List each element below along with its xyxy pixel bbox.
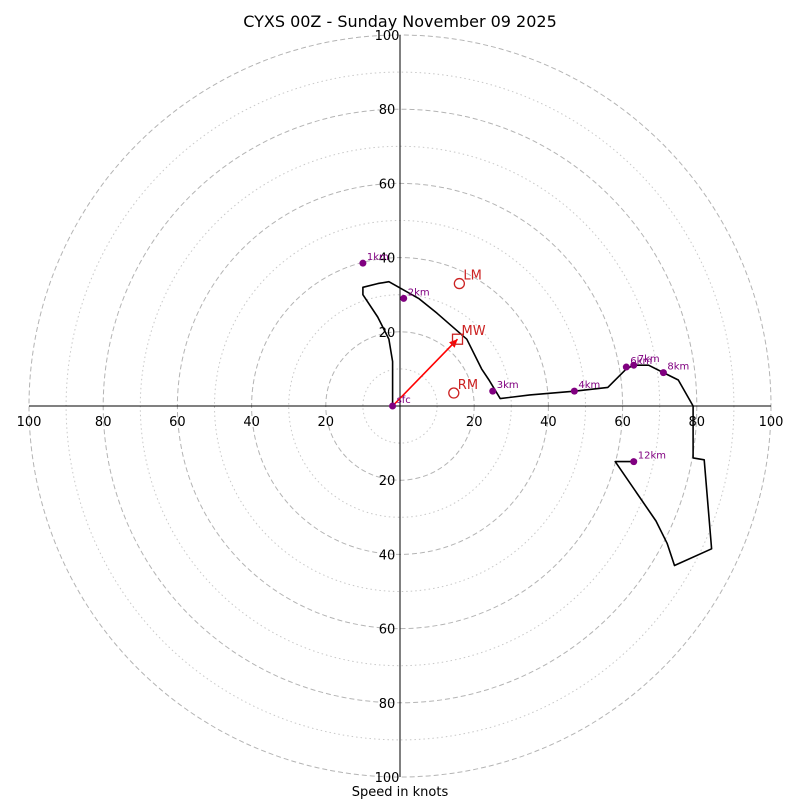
height-marker-6km bbox=[622, 363, 630, 371]
x-tick-label: 40 bbox=[243, 415, 260, 430]
y-tick-label: 100 bbox=[375, 771, 400, 786]
mean-wind-arrowhead bbox=[449, 339, 458, 348]
x-tick-label: 60 bbox=[614, 415, 631, 430]
height-marker-7km bbox=[630, 361, 638, 369]
height-marker-1km bbox=[359, 259, 367, 267]
storm-motion-rm-marker bbox=[448, 387, 460, 399]
y-tick-label: 80 bbox=[379, 103, 396, 118]
storm-motion-rm-label: RM bbox=[458, 378, 478, 393]
height-marker-8km bbox=[659, 369, 667, 377]
x-tick-label: 100 bbox=[759, 415, 784, 430]
x-axis-label: Speed in knots bbox=[352, 785, 449, 800]
storm-motion-lm-label: LM bbox=[463, 269, 481, 284]
x-tick-label: 20 bbox=[318, 415, 335, 430]
storm-motion-mw-label: MW bbox=[462, 324, 486, 339]
y-tick-label: 80 bbox=[379, 697, 396, 712]
x-tick-label: 20 bbox=[466, 415, 483, 430]
height-label-8km: 8km bbox=[667, 362, 689, 373]
x-tick-label: 80 bbox=[689, 415, 706, 430]
height-marker-4km bbox=[570, 387, 578, 395]
x-tick-label: 60 bbox=[169, 415, 186, 430]
x-tick-label: 80 bbox=[95, 415, 112, 430]
mean-wind-vector bbox=[392, 338, 459, 407]
height-label-6km: 6km bbox=[630, 356, 652, 367]
y-tick-label: 60 bbox=[379, 623, 396, 638]
y-tick-label: 40 bbox=[379, 548, 396, 563]
height-marker-sfc bbox=[389, 402, 397, 410]
hodograph-line bbox=[362, 280, 713, 567]
y-tick-label: 100 bbox=[375, 29, 400, 44]
x-tick-label: 100 bbox=[17, 415, 42, 430]
y-tick-label: 20 bbox=[379, 474, 396, 489]
x-tick-label: 40 bbox=[540, 415, 557, 430]
hodograph-trace bbox=[362, 280, 713, 567]
storm-motion-mw-marker bbox=[451, 333, 464, 345]
height-label-7km: 7km bbox=[638, 354, 660, 365]
height-marker-12km bbox=[630, 458, 638, 466]
height-label-12km: 12km bbox=[638, 451, 666, 462]
chart-title: CYXS 00Z - Sunday November 09 2025 bbox=[243, 12, 557, 31]
y-tick-label: 20 bbox=[379, 326, 396, 341]
height-label-3km: 3km bbox=[497, 380, 519, 391]
tick-labels: 100 80 60 40 20 20 40 60 80 100 100 80 60 40 20 20 40 60 8… bbox=[17, 29, 784, 786]
height-label-1km: 1km bbox=[367, 252, 389, 263]
height-marker-3km bbox=[489, 387, 497, 395]
storm-motion-lm-marker bbox=[453, 277, 466, 290]
height-label-4km: 4km bbox=[578, 380, 600, 391]
y-tick-label: 40 bbox=[379, 252, 396, 267]
axes bbox=[29, 35, 771, 777]
height-label-sfc: sfc bbox=[397, 395, 411, 406]
height-marker-2km bbox=[400, 294, 408, 302]
height-label-2km: 2km bbox=[408, 287, 430, 298]
y-tick-label: 60 bbox=[379, 177, 396, 192]
storm-motion-markers: LM MW RM bbox=[392, 269, 486, 407]
